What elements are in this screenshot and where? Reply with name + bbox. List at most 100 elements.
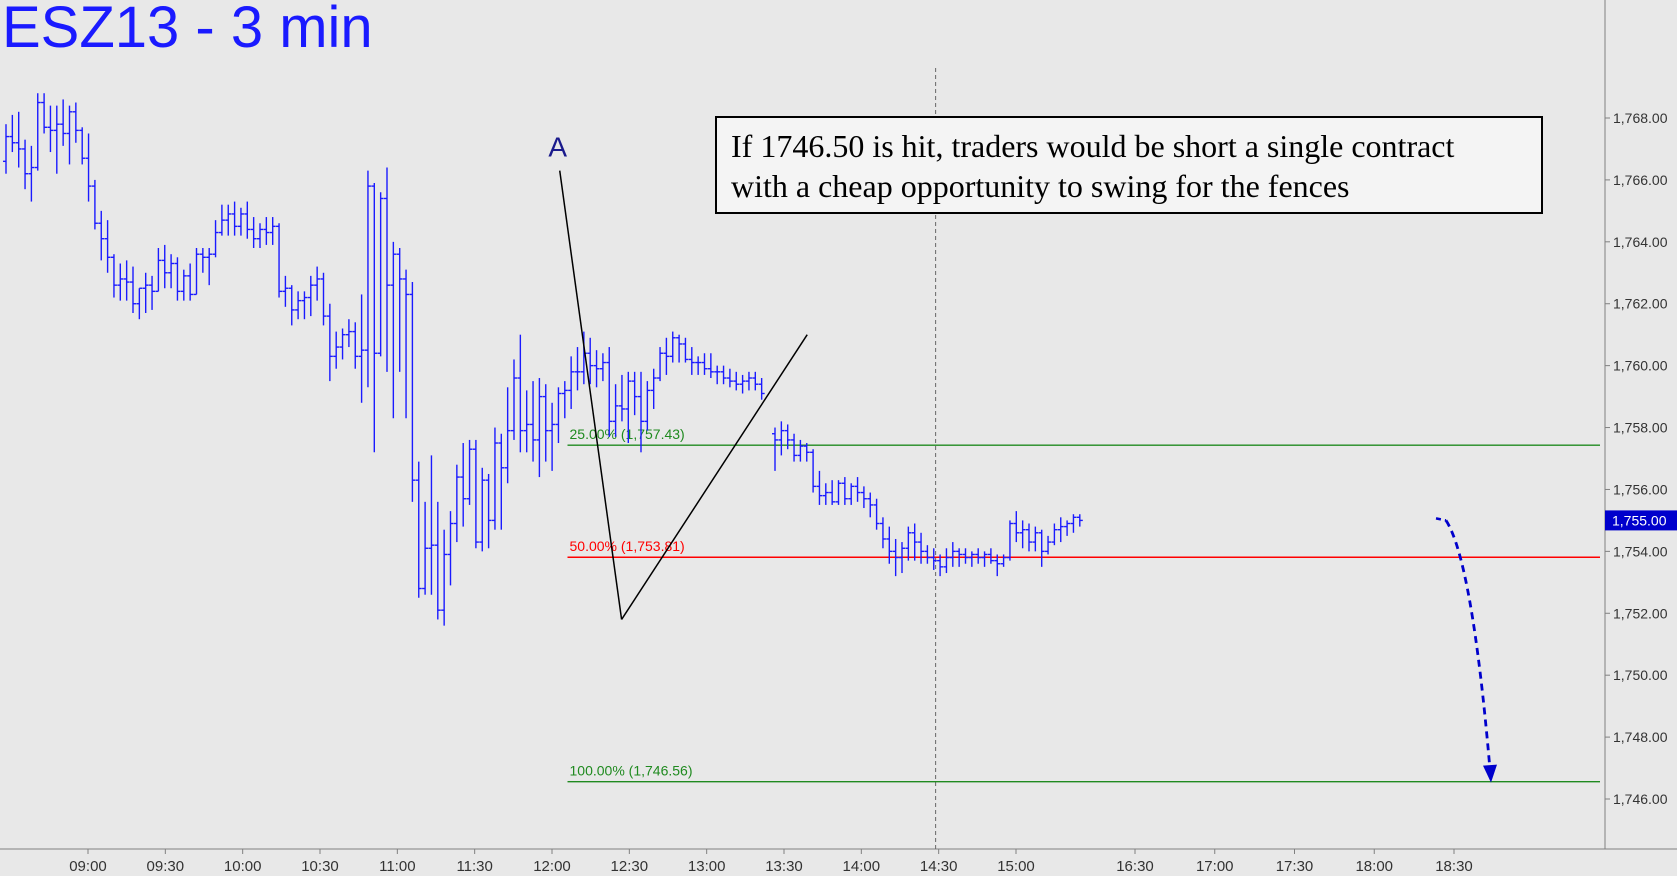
y-tick-label: 1,750.00 [1613,667,1668,683]
price-bar [472,439,479,549]
price-bar [1013,511,1020,543]
fib-levels: 25.00% (1,757.43) 50.00% (1,753.81) 100.00… [567,426,1600,783]
x-tick-label: 18:00 [1355,858,1393,875]
price-bar [485,473,492,549]
pattern-lines: A [548,132,808,620]
pattern-leg [620,334,808,620]
price-bar [326,303,333,382]
price-bar [180,269,187,301]
price-bar [1064,520,1071,536]
chart-title: ESZ13 - 3 min [2,0,373,60]
price-bar [1057,517,1064,543]
x-tick-label: 17:30 [1276,858,1314,875]
price-bar [333,331,340,369]
price-bar [149,275,156,310]
x-tick-label: 14:00 [843,858,881,875]
price-bar [428,455,435,595]
price-bar [384,167,390,372]
price-bar [396,248,403,372]
price-bar [460,443,467,527]
price-bar [599,353,606,382]
price-bar [707,353,714,379]
price-bar [295,291,302,320]
price-bar [276,223,283,298]
price-bar [218,204,225,236]
price-bar [60,99,67,146]
price-bar [1045,535,1052,555]
price-bar [618,374,625,422]
x-tick-label: 10:30 [301,858,339,875]
price-bar [104,220,111,273]
price-bar [174,257,181,301]
price-bar [22,139,29,190]
projection-lead [1435,517,1447,522]
last-price-label: 1,755.00 [1612,512,1667,528]
y-tick-label: 1,746.00 [1613,791,1668,807]
price-bar [650,368,657,409]
price-bar [422,501,429,595]
price-bar [1032,526,1039,552]
price-bar [1051,523,1058,546]
price-bar [745,371,752,391]
fib-level-label: 25.00% (1,757.43) [570,426,685,442]
price-bar [625,371,632,444]
x-tick-label: 13:00 [688,858,726,875]
price-bar [899,542,905,574]
price-bar [1006,520,1013,561]
x-tick-label: 16:30 [1116,858,1154,875]
y-tick-label: 1,764.00 [1613,234,1668,250]
price-bar [491,427,498,530]
price-bar [168,254,175,289]
y-tick-label: 1,762.00 [1613,296,1668,312]
price-bar [314,266,321,301]
price-bar [244,201,251,239]
price-bar [466,439,473,505]
x-tick-label: 09:00 [69,858,107,875]
price-bar [257,223,263,249]
price-bar [1000,554,1007,567]
price-bar [479,467,486,552]
fib-level-label: 100.00% (1,746.56) [570,763,693,779]
price-bar [199,248,206,273]
price-bar [345,319,352,348]
price-bar [72,102,79,143]
price-bar [110,254,117,298]
price-bar [860,486,867,509]
price-bar [975,548,982,564]
price-bar [587,337,594,385]
price-bar [924,545,931,564]
price-bar [320,272,327,326]
price-bar [53,105,60,174]
price-bar [937,554,944,577]
x-tick-label: 12:00 [533,858,571,875]
price-bar [593,350,600,388]
x-tick-label: 11:00 [379,858,415,875]
price-bar [447,511,454,586]
price-bar [758,378,765,400]
price-bar [371,183,378,453]
price-bar [797,439,804,462]
price-bar [339,328,346,360]
price-bar [136,287,143,320]
price-bar [98,210,105,261]
price-bar [193,248,200,296]
price-bar [15,111,22,168]
last-price-tag [1605,510,1677,531]
price-bar [536,378,543,478]
price-bar [441,529,448,626]
price-bar [803,443,810,462]
price-bar [612,384,619,437]
projection-arrow-head [1483,764,1497,783]
price-bar [555,387,562,444]
price-bar [561,381,568,419]
price-bar [212,220,219,258]
price-bar [517,334,524,453]
price-bar [47,105,54,153]
y-tick-label: 1,768.00 [1613,110,1668,126]
price-bar [504,387,511,484]
price-bar [1076,514,1083,527]
y-tick-label: 1,748.00 [1613,729,1668,745]
price-bar [79,127,86,165]
price-bar [187,263,194,301]
price-bar [676,334,683,363]
